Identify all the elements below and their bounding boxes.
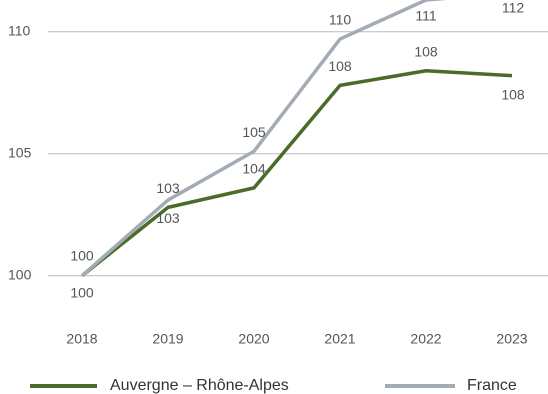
data-label: 103 (156, 180, 180, 196)
legend-text: Auvergne – Rhône-Alpes (110, 377, 289, 394)
x-tick-label: 2023 (496, 331, 527, 347)
data-label: 108 (414, 43, 438, 59)
data-label: 104 (242, 161, 266, 177)
data-label: 108 (328, 58, 352, 74)
legend-text: France (467, 377, 517, 394)
y-tick-label: 100 (8, 266, 32, 282)
data-label: 100 (70, 247, 94, 263)
data-label: 100 (70, 284, 94, 300)
data-label: 112 (502, 0, 525, 16)
x-tick-label: 2021 (324, 331, 355, 347)
series-line (80, 69, 513, 278)
data-label: 105 (242, 124, 266, 140)
x-tick-label: 2019 (152, 331, 183, 347)
x-tick-label: 2018 (66, 331, 97, 347)
data-label: 111 (415, 8, 436, 24)
x-tick-label: 2020 (238, 331, 269, 347)
data-label: 110 (329, 12, 352, 28)
data-label: 108 (501, 86, 525, 102)
x-tick-label: 2022 (410, 331, 441, 347)
data-label: 103 (156, 210, 180, 226)
series-line (80, 0, 447, 278)
y-tick-label: 105 (8, 144, 32, 160)
y-tick-label: 110 (8, 22, 31, 38)
